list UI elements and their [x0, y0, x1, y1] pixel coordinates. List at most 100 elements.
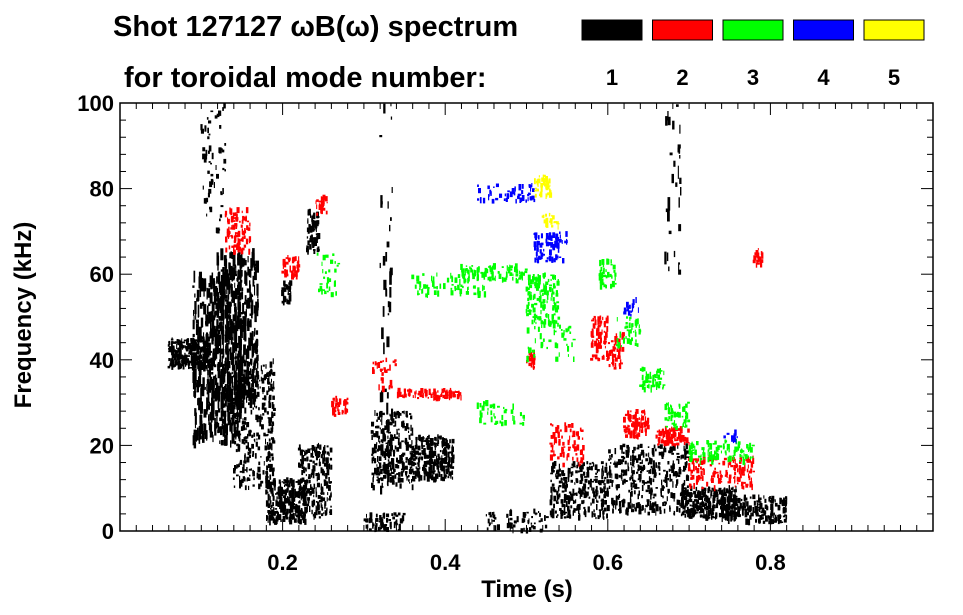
data-mark-n1 [557, 514, 559, 517]
data-mark-n2 [676, 436, 679, 441]
data-mark-n1 [716, 504, 718, 508]
data-mark-n1 [237, 276, 239, 283]
data-mark-n1 [375, 518, 377, 524]
data-mark-n1 [593, 513, 596, 517]
data-mark-n1 [406, 423, 409, 430]
data-mark-n1 [221, 355, 223, 365]
data-mark-n1 [575, 478, 578, 482]
data-mark-n1 [650, 493, 652, 500]
data-mark-n1 [254, 342, 256, 353]
data-mark-n1 [688, 508, 690, 512]
data-mark-n3 [463, 273, 465, 279]
data-mark-n1 [288, 496, 291, 499]
data-mark-n2 [726, 472, 728, 475]
data-mark-n1 [608, 458, 611, 461]
data-mark-n1 [234, 360, 238, 365]
data-mark-n1 [267, 433, 269, 436]
data-mark-n1 [606, 513, 608, 519]
data-mark-n1 [244, 436, 248, 440]
data-mark-n1 [375, 425, 378, 429]
data-mark-n2 [335, 402, 339, 405]
data-mark-n2 [703, 469, 705, 475]
data-mark-n1 [199, 414, 203, 424]
data-mark-n1 [233, 485, 236, 488]
data-mark-n1 [621, 447, 623, 454]
data-mark-n1 [383, 103, 386, 114]
data-mark-n3 [527, 297, 530, 301]
data-mark-n1 [712, 504, 716, 507]
data-mark-n3 [427, 287, 430, 290]
data-mark-n1 [269, 361, 273, 368]
data-mark-n2 [603, 330, 606, 333]
data-mark-n1 [682, 482, 684, 489]
data-mark-n1 [289, 280, 293, 286]
data-mark-n1 [693, 509, 695, 516]
data-mark-n1 [273, 507, 275, 514]
data-mark-n1 [226, 383, 228, 396]
data-mark-n1 [608, 449, 611, 454]
data-mark-n1 [445, 468, 448, 472]
data-mark-n2 [706, 481, 709, 487]
data-mark-n1 [215, 410, 219, 415]
data-mark-n2 [228, 226, 230, 229]
data-mark-n1 [527, 519, 530, 524]
data-mark-n1 [270, 416, 273, 423]
data-mark-n1 [574, 482, 576, 485]
data-mark-n1 [623, 478, 626, 484]
data-mark-n1 [208, 150, 210, 154]
data-mark-n1 [634, 483, 638, 490]
data-mark-n1 [200, 317, 204, 327]
data-mark-n1 [257, 384, 259, 390]
data-mark-n1 [424, 452, 427, 456]
data-mark-n2 [701, 475, 704, 481]
data-mark-n1 [583, 486, 585, 491]
data-mark-n1 [238, 393, 242, 396]
data-mark-n1 [256, 372, 259, 377]
data-mark-n1 [391, 187, 393, 193]
data-mark-n1 [427, 440, 430, 442]
data-mark-n2 [594, 316, 596, 321]
data-mark-n1 [563, 477, 566, 481]
data-mark-n1 [622, 480, 625, 485]
data-mark-n1 [183, 339, 187, 342]
data-mark-n1 [606, 487, 609, 493]
data-mark-n2 [700, 460, 704, 465]
data-mark-n2 [658, 429, 661, 436]
data-mark-n1 [220, 193, 223, 196]
data-mark-n1 [269, 465, 271, 472]
data-mark-n1 [563, 473, 566, 477]
data-mark-n1 [561, 503, 565, 507]
data-mark-n2 [394, 359, 397, 362]
data-mark-n1 [239, 366, 241, 370]
data-mark-n1 [250, 358, 253, 365]
data-mark-n3 [553, 276, 556, 279]
data-mark-n1 [208, 415, 209, 421]
data-mark-n1 [688, 516, 691, 519]
data-mark-n1 [596, 500, 599, 503]
data-mark-n1 [247, 266, 250, 276]
data-mark-n1 [400, 518, 404, 523]
data-mark-n1 [695, 499, 697, 504]
data-mark-n1 [665, 474, 667, 481]
data-mark-n1 [190, 352, 193, 357]
data-mark-n1 [254, 311, 257, 323]
data-mark-n1 [649, 468, 652, 474]
data-mark-n1 [580, 476, 584, 482]
data-mark-n1 [256, 378, 258, 383]
data-mark-n2 [434, 391, 437, 397]
data-mark-n1 [406, 414, 409, 418]
data-mark-n1 [231, 291, 235, 303]
data-mark-n1 [395, 482, 398, 487]
data-mark-n1 [266, 472, 269, 475]
data-mark-n1 [733, 507, 737, 510]
data-mark-n2 [422, 392, 424, 398]
data-mark-n1 [590, 465, 593, 471]
data-mark-n1 [269, 459, 271, 462]
data-mark-n2 [446, 389, 448, 396]
data-mark-n2 [294, 266, 296, 272]
data-mark-n2 [657, 443, 660, 446]
data-mark-n1 [312, 460, 315, 464]
data-mark-n1 [711, 487, 714, 490]
data-mark-n1 [254, 358, 257, 363]
data-mark-n2 [575, 431, 578, 436]
